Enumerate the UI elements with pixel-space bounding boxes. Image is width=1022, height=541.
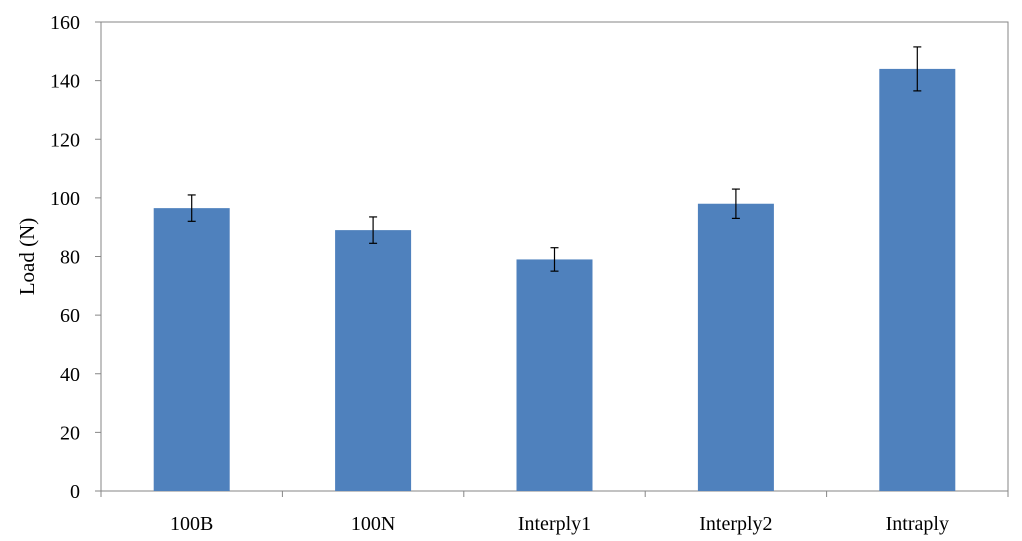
y-tick-label: 100 xyxy=(50,188,80,210)
bar xyxy=(153,208,230,491)
bar xyxy=(879,68,956,492)
y-tick-label: 60 xyxy=(60,305,80,327)
y-tick-label: 160 xyxy=(50,12,80,34)
y-axis-ticks: 0 20 40 60 80 100 120 140 160 xyxy=(50,12,101,503)
y-axis-label: Load (N) xyxy=(15,218,39,296)
x-tick-label: Intraply xyxy=(886,513,949,535)
y-tick-label: 0 xyxy=(70,481,80,503)
x-tick-label: 100B xyxy=(170,513,213,535)
y-tick-label: 80 xyxy=(60,247,80,269)
bar xyxy=(335,230,412,491)
y-tick-label: 120 xyxy=(50,129,80,151)
y-tick-label: 140 xyxy=(50,71,80,93)
bars-layer xyxy=(153,68,956,492)
bar xyxy=(516,259,593,491)
y-tick-label: 40 xyxy=(60,364,80,386)
bar xyxy=(697,203,774,492)
x-tick-label: Interply1 xyxy=(518,513,591,535)
x-tick-label: 100N xyxy=(351,513,395,535)
x-tick-label: Interply2 xyxy=(699,513,772,535)
x-axis-ticks: 100B 100N Interply1 Interply2 Intraply xyxy=(100,491,1009,535)
error-bars-layer xyxy=(187,46,922,272)
y-tick-label: 20 xyxy=(60,422,80,444)
